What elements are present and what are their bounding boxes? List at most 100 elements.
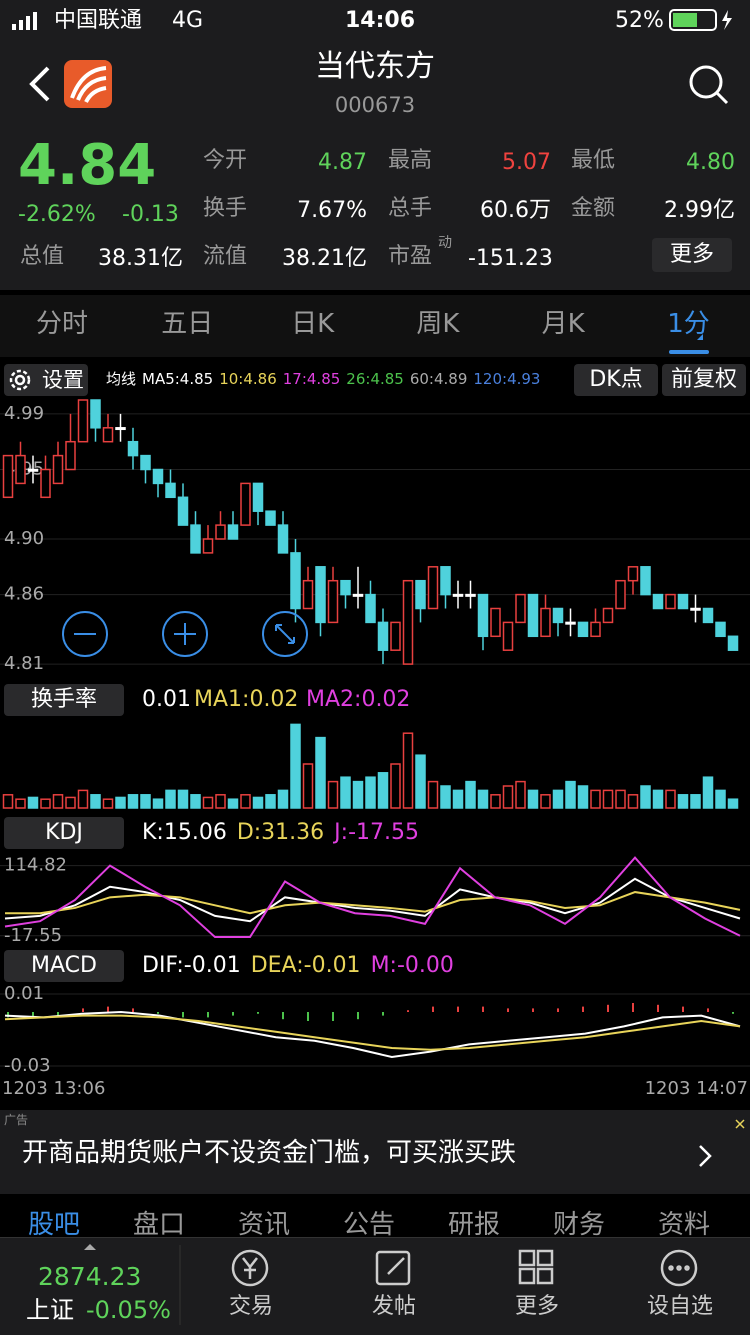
- sub-tab[interactable]: 研报: [447, 1210, 500, 1240]
- volume-bar: [402, 732, 414, 809]
- field-value: 4.87: [318, 150, 367, 175]
- field-value: 38.31亿: [98, 246, 183, 271]
- candle-body: [315, 566, 326, 624]
- candle-body: [427, 566, 439, 610]
- field-label: 今开: [203, 148, 248, 173]
- candle-body: [102, 427, 114, 443]
- candle-body: [552, 607, 564, 624]
- macd-title: MACD: [4, 950, 124, 982]
- kdj-legend-item: K:15.06: [142, 820, 227, 845]
- candle-body: [340, 579, 351, 596]
- volume-bar: [227, 798, 239, 809]
- volume-bar: [115, 796, 126, 809]
- sub-tab[interactable]: 股吧: [27, 1210, 80, 1240]
- candle-body: [352, 593, 364, 597]
- y-tick-label: 114.82: [4, 855, 67, 876]
- code: 000673: [334, 93, 416, 117]
- candle-body: [540, 607, 551, 638]
- volume-bar: [190, 794, 201, 809]
- candle-body: [240, 482, 251, 526]
- volume-bar: [265, 794, 276, 809]
- ad-bg[interactable]: [0, 1110, 750, 1194]
- sub-tab[interactable]: 公告: [342, 1210, 395, 1240]
- volume-bar: [727, 798, 739, 809]
- candle-body: [627, 566, 639, 582]
- bottom-item[interactable]: 更多: [514, 1294, 559, 1319]
- volume-bar: [565, 780, 576, 809]
- candle-body: [402, 579, 414, 665]
- y-tick-label: 4.99: [4, 403, 44, 424]
- volume-bar: [152, 798, 164, 809]
- volume-bar: [177, 789, 189, 809]
- field-value: 7.67%: [297, 198, 367, 223]
- volume-bar: [215, 794, 226, 809]
- y-tick-label: -17.55: [4, 925, 62, 946]
- kdj-legend-item: J:-17.55: [334, 820, 419, 845]
- tab[interactable]: 月K: [541, 309, 585, 339]
- bottom-item[interactable]: 交易: [228, 1294, 273, 1319]
- candle-body: [515, 593, 526, 624]
- candle-body: [115, 427, 126, 431]
- candle-body: [327, 579, 339, 624]
- field-label: 金额: [571, 196, 616, 221]
- ad-tag: 广告: [4, 1113, 29, 1127]
- volume-bar: [315, 736, 326, 809]
- candle-body: [277, 524, 289, 554]
- sub-tab[interactable]: 盘口: [132, 1210, 185, 1240]
- vol-value: 0.01: [142, 687, 191, 712]
- candle-body: [502, 621, 514, 651]
- kdj-legend: K:15.06 D:31.36 J:-17.55: [142, 822, 429, 844]
- tab[interactable]: 周K: [416, 309, 460, 339]
- dk-button[interactable]: DK点: [574, 364, 658, 396]
- volume-bar: [540, 794, 551, 809]
- candle-body: [565, 621, 576, 625]
- ma-legend: 17:4.85: [282, 370, 341, 388]
- series-line: [4, 856, 741, 939]
- bottom-bg: [0, 1237, 750, 1335]
- volume-bar: [127, 794, 139, 809]
- tab[interactable]: 分时: [35, 309, 88, 339]
- series-line: [5, 891, 741, 915]
- more-button[interactable]: 更多: [652, 238, 732, 272]
- bottom-item[interactable]: 发帖: [371, 1294, 416, 1319]
- series-line: [4, 1014, 741, 1051]
- candle-body: [152, 468, 164, 485]
- candle-body: [690, 607, 701, 611]
- index-value: 2874.23: [38, 1262, 142, 1291]
- macd-legend-item: M:-0.00: [370, 953, 454, 978]
- field-value: 2.99亿: [664, 198, 735, 223]
- field-label: 总手: [388, 196, 433, 221]
- ma-legend: 10:4.86: [219, 370, 277, 388]
- volume-bar: [340, 776, 351, 809]
- volume-bar: [640, 785, 651, 809]
- bottom-item[interactable]: 设自选: [646, 1294, 713, 1319]
- y-tick-label: 4.81: [4, 653, 44, 674]
- title: 当代东方: [315, 49, 435, 84]
- macd-legend-item: DEA:-0.01: [250, 953, 361, 978]
- volume-bar: [327, 780, 339, 809]
- vol-ma2: MA2:0.02: [306, 687, 411, 712]
- volume-bar: [590, 789, 601, 809]
- volume-bar: [502, 785, 514, 809]
- candle-body: [177, 496, 189, 526]
- candle-body: [390, 621, 401, 651]
- volume-bar: [202, 796, 214, 809]
- sub-tab[interactable]: 财务: [552, 1210, 605, 1240]
- field-label: 换手: [203, 196, 248, 221]
- index-change: -0.05%: [86, 1296, 171, 1324]
- vol-title: 换手率: [4, 684, 124, 716]
- tab[interactable]: 日K: [291, 309, 335, 339]
- adjust-button[interactable]: 前复权: [662, 364, 746, 396]
- candle-body: [202, 538, 214, 554]
- macd-legend: DIF:-0.01 DEA:-0.01 M:-0.00: [142, 955, 464, 977]
- volume-bar: [390, 763, 401, 809]
- candle-body: [2, 454, 14, 499]
- sub-tab[interactable]: 资料: [657, 1210, 710, 1240]
- candle-body: [440, 566, 451, 596]
- tab[interactable]: 五日: [161, 309, 214, 339]
- sub-tab[interactable]: 资讯: [237, 1210, 290, 1240]
- settings[interactable]: 设置: [4, 364, 88, 396]
- field-value: 5.07: [502, 150, 551, 175]
- tab[interactable]: 1分: [667, 309, 710, 339]
